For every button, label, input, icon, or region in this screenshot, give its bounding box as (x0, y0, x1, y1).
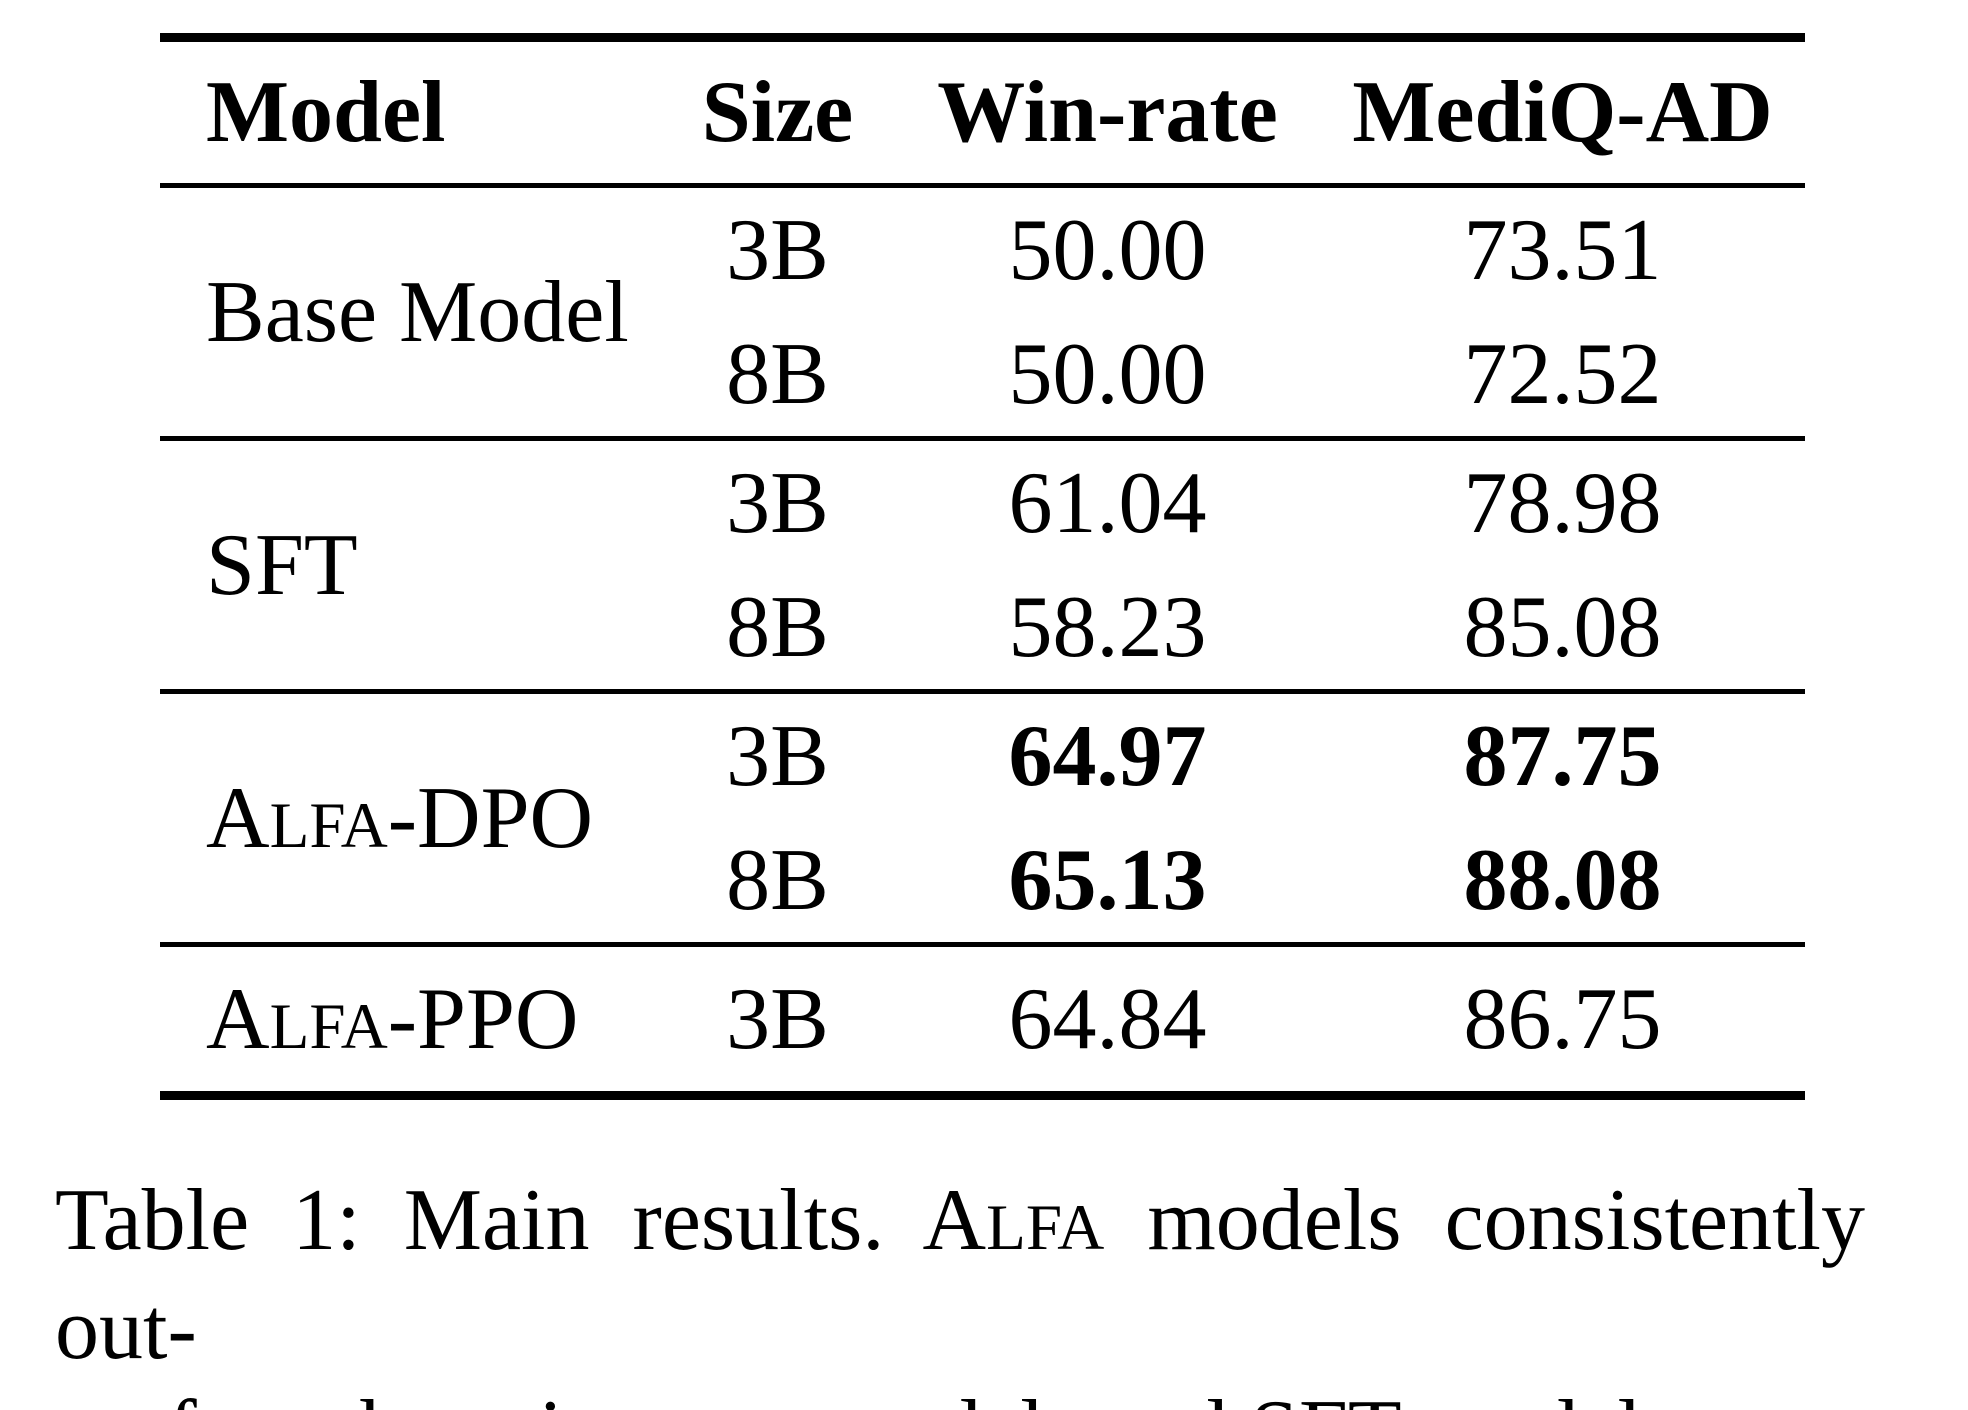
cell-dpo-3b-mediq: 87.75 (1463, 707, 1662, 805)
cell-sft-3b-size: 3B (726, 454, 829, 552)
caption-text-2: models consistently out- (55, 1172, 1865, 1378)
cell-dpo-8b-size: 8B (726, 831, 829, 929)
alfa-dpo-cap-a: A (206, 769, 270, 867)
table-header-row: Model Size Win-rate MediQ-AD (160, 42, 1805, 183)
table-caption: Table 1: Main results. ALFA models consi… (55, 1170, 1865, 1410)
cell-sft-3b-mediq: 78.98 (1463, 454, 1662, 552)
cell-base-8b-size: 8B (726, 325, 829, 423)
table-bottom-rule (160, 1091, 1805, 1100)
header-win-rate: Win-rate (937, 64, 1278, 161)
group-alfa-ppo: ALFA-PPO 3B 64.84 86.75 (160, 947, 1805, 1091)
cell-sft-8b-mediq: 85.08 (1463, 578, 1662, 676)
cell-base-8b-mediq: 72.52 (1463, 325, 1662, 423)
cell-ppo-3b-size: 3B (726, 970, 829, 1068)
group-alfa-dpo: ALFA-DPO 3B 64.97 87.75 8B 65.13 88.08 (160, 694, 1805, 942)
cell-dpo-3b-size: 3B (726, 707, 829, 805)
cell-sft-8b-size: 8B (726, 578, 829, 676)
cell-base-3b-win: 50.00 (1008, 201, 1207, 299)
cell-dpo-8b-mediq: 88.08 (1463, 831, 1662, 929)
group-base-model: Base Model 3B 50.00 73.51 8B 50.00 72.52 (160, 188, 1805, 436)
caption-line-1: Table 1: Main results. ALFA models consi… (55, 1170, 1865, 1381)
caption-alfa-smallcaps-lfa: LFA (986, 1192, 1105, 1264)
group-separator-rule-3 (160, 942, 1805, 947)
group-separator-rule-1 (160, 436, 1805, 441)
alfa-dpo-smallcaps-lfa: LFA (269, 789, 388, 862)
cell-dpo-3b-win: 64.97 (1008, 707, 1207, 805)
header-separator-rule (160, 183, 1805, 188)
header-size: Size (701, 64, 854, 161)
group-label-base-model: Base Model (206, 263, 629, 361)
cell-base-3b-size: 3B (726, 201, 829, 299)
caption-line-2: perform base instruct models and SFT mod… (55, 1381, 1865, 1410)
cell-dpo-8b-win: 65.13 (1008, 831, 1207, 929)
cell-sft-3b-win: 61.04 (1008, 454, 1207, 552)
cell-base-3b-mediq: 73.51 (1463, 201, 1662, 299)
group-separator-rule-2 (160, 689, 1805, 694)
group-sft: SFT 3B 61.04 78.98 8B 58.23 85.08 (160, 441, 1805, 689)
cell-ppo-3b-win: 64.84 (1008, 970, 1207, 1068)
caption-text-1: Table 1: Main results. (55, 1172, 885, 1269)
group-label-alfa-ppo: ALFA-PPO (160, 969, 660, 1070)
group-label-sft: SFT (206, 516, 358, 614)
group-label-alfa-dpo: ALFA-DPO (160, 768, 660, 869)
cell-ppo-3b-mediq: 86.75 (1463, 970, 1662, 1068)
cell-sft-8b-win: 58.23 (1008, 578, 1207, 676)
cell-base-8b-win: 50.00 (1008, 325, 1207, 423)
table-top-rule (160, 33, 1805, 42)
alfa-ppo-suffix: -PPO (387, 970, 579, 1068)
caption-alfa-cap-a: A (922, 1172, 987, 1269)
header-model: Model (206, 64, 446, 161)
results-table: Model Size Win-rate MediQ-AD Base Model … (160, 33, 1805, 1100)
alfa-dpo-suffix: -DPO (387, 769, 594, 867)
alfa-ppo-smallcaps-lfa: LFA (269, 990, 388, 1063)
header-mediq-ad: MediQ-AD (1352, 64, 1773, 161)
alfa-ppo-cap-a: A (206, 970, 270, 1068)
